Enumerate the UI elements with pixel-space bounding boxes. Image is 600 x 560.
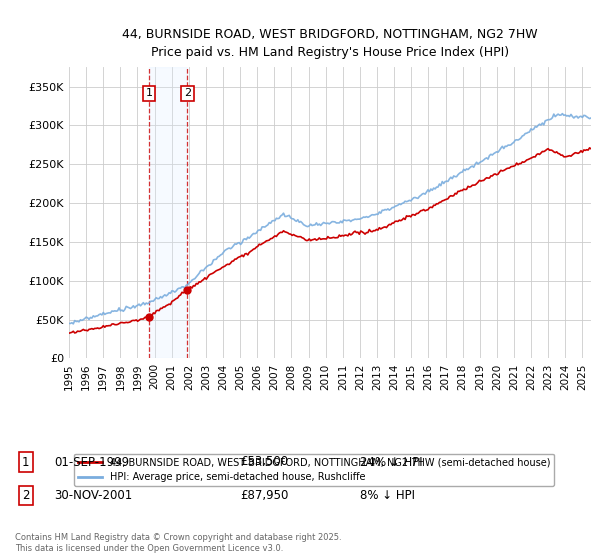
Bar xyxy=(149,67,187,358)
Text: 01-SEP-1999: 01-SEP-1999 xyxy=(54,455,129,469)
Text: 24% ↓ HPI: 24% ↓ HPI xyxy=(360,455,422,469)
Text: 30-NOV-2001: 30-NOV-2001 xyxy=(54,489,132,502)
Text: Contains HM Land Registry data © Crown copyright and database right 2025.
This d: Contains HM Land Registry data © Crown c… xyxy=(15,533,341,553)
Title: 44, BURNSIDE ROAD, WEST BRIDGFORD, NOTTINGHAM, NG2 7HW
Price paid vs. HM Land Re: 44, BURNSIDE ROAD, WEST BRIDGFORD, NOTTI… xyxy=(122,28,538,59)
Legend: 44, BURNSIDE ROAD, WEST BRIDGFORD, NOTTINGHAM, NG2 7HW (semi-detached house), HP: 44, BURNSIDE ROAD, WEST BRIDGFORD, NOTTI… xyxy=(74,454,554,486)
Text: £87,950: £87,950 xyxy=(240,489,289,502)
Text: 1: 1 xyxy=(22,455,29,469)
Text: 2: 2 xyxy=(184,88,191,99)
Text: 1: 1 xyxy=(145,88,152,99)
Text: 2: 2 xyxy=(22,489,29,502)
Text: £53,500: £53,500 xyxy=(240,455,288,469)
Text: 8% ↓ HPI: 8% ↓ HPI xyxy=(360,489,415,502)
